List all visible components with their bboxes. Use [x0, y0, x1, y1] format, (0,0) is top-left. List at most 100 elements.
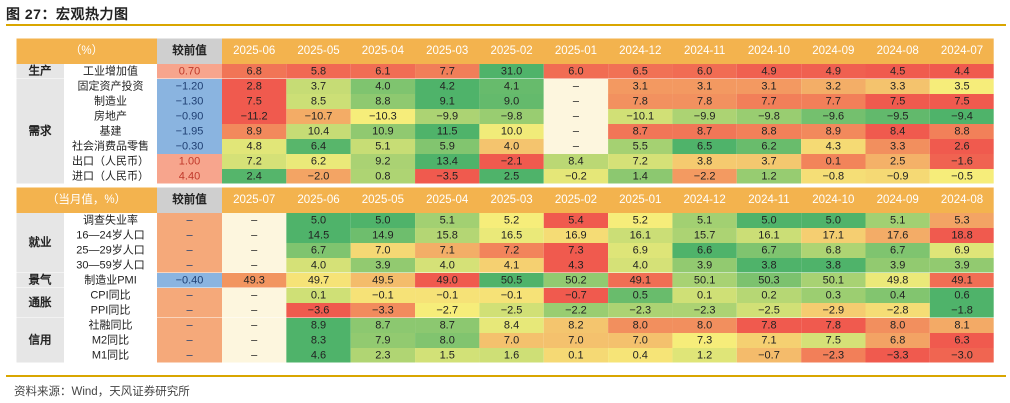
row-label-bg: [64, 213, 157, 228]
heat-value: 7.1: [440, 245, 455, 257]
heat-cell: [222, 79, 287, 94]
heat-value: 5.0: [375, 215, 390, 227]
heat-cell: [479, 79, 544, 94]
heat-value: 0.5: [633, 290, 648, 302]
heat-value: −2.3: [694, 305, 716, 317]
heat-value: 8.0: [440, 335, 455, 347]
header-column-label: 2025-03: [426, 45, 468, 57]
heat-value: 4.3: [826, 141, 841, 153]
heat-value: 3.3: [890, 141, 905, 153]
heat-value: 2.8: [247, 81, 262, 93]
row-label-bg: [64, 273, 157, 288]
heat-cell: [736, 94, 802, 109]
heat-value: 1.4: [633, 171, 648, 183]
heat-value: 7.7: [761, 96, 776, 108]
heat-cell: [543, 228, 609, 243]
row-label: 房地产: [94, 109, 127, 123]
heat-cell: [801, 288, 866, 303]
heat-cell: [479, 273, 544, 288]
heat-value: 4.3: [568, 260, 583, 272]
heat-cell: [929, 348, 995, 363]
heat-value: 8.4: [504, 320, 519, 332]
heat-cell: [222, 318, 287, 333]
heat-value: −3.3: [372, 305, 394, 317]
heat-cell: [801, 139, 866, 154]
change-value: −1.95: [176, 126, 204, 138]
group-label: 景气: [28, 273, 52, 287]
row-label-bg: [64, 79, 157, 94]
heat-cell: [672, 243, 737, 258]
heat-value: −2.8: [887, 305, 909, 317]
header-column-label: 2025-07: [233, 194, 275, 206]
heat-cell: [608, 243, 673, 258]
heat-cell: [479, 109, 544, 124]
heat-cell: [543, 139, 609, 154]
heat-value: 8.7: [697, 126, 712, 138]
heat-value: 0.1: [697, 290, 712, 302]
heat-cell: [672, 79, 737, 94]
heat-value: 0.8: [375, 171, 390, 183]
change-cell: [157, 94, 222, 109]
heat-value: 4.2: [440, 81, 455, 93]
heat-cell: [736, 258, 802, 273]
heat-value: 49.5: [372, 275, 393, 287]
heat-cell: [479, 124, 544, 139]
heat-value: 8.7: [440, 320, 455, 332]
heat-cell: [286, 169, 351, 184]
heat-cell: [801, 303, 866, 318]
heat-cell: [222, 109, 287, 124]
heat-cell: [672, 273, 737, 288]
heat-cell: [479, 213, 544, 228]
heat-cell: [608, 228, 673, 243]
change-cell: [157, 213, 222, 228]
row-label-bg: [64, 109, 157, 124]
heat-value: –: [573, 81, 580, 93]
row-label-bg: [64, 318, 157, 333]
change-cell: [157, 64, 222, 79]
heat-cell: [801, 64, 866, 79]
heat-value: −2.3: [822, 350, 844, 362]
row-label: M2同比: [92, 334, 129, 347]
heat-value: −2.9: [822, 305, 844, 317]
heat-cell: [865, 333, 930, 348]
heat-value: 17.6: [887, 230, 908, 242]
heat-cell: [608, 79, 673, 94]
heat-value: 8.0: [697, 320, 712, 332]
heat-value: 49.0: [437, 275, 458, 287]
heat-value: 7.8: [761, 320, 776, 332]
heat-value: 6.3: [954, 335, 969, 347]
heat-cell: [801, 124, 866, 139]
heat-value: 6.8: [826, 245, 841, 257]
heat-value: 10.4: [308, 126, 329, 138]
heat-cell: [929, 94, 995, 109]
heat-cell: [672, 64, 737, 79]
heat-cell: [479, 318, 544, 333]
group-label: 信用: [29, 333, 52, 347]
heat-value: 2.5: [890, 156, 905, 168]
heat-value: 7.3: [568, 245, 583, 257]
heat-value: 8.8: [375, 96, 390, 108]
heat-cell: [736, 303, 802, 318]
heat-cell: [608, 94, 673, 109]
heat-cell: [801, 169, 866, 184]
heat-cell: [608, 348, 673, 363]
heat-value: −0.1: [436, 290, 458, 302]
heat-cell: [543, 169, 609, 184]
heat-cell: [415, 154, 480, 169]
row-label-bg: [64, 243, 157, 258]
heat-value: −3.3: [887, 350, 909, 362]
heat-value: –: [573, 126, 580, 138]
heat-value: 4.0: [375, 81, 390, 93]
heat-cell: [415, 243, 480, 258]
group-label-bg: [16, 213, 64, 273]
header-change-label: 较前值: [172, 43, 207, 57]
heat-value: 4.0: [633, 260, 648, 272]
heat-value: 14.5: [308, 230, 329, 242]
group-label-bg: [16, 79, 64, 184]
change-value: −0.40: [176, 275, 204, 287]
heat-value: 16.1: [758, 230, 779, 242]
heat-value: 5.9: [440, 141, 455, 153]
heat-value: 8.0: [633, 320, 648, 332]
heat-cell: [736, 64, 802, 79]
